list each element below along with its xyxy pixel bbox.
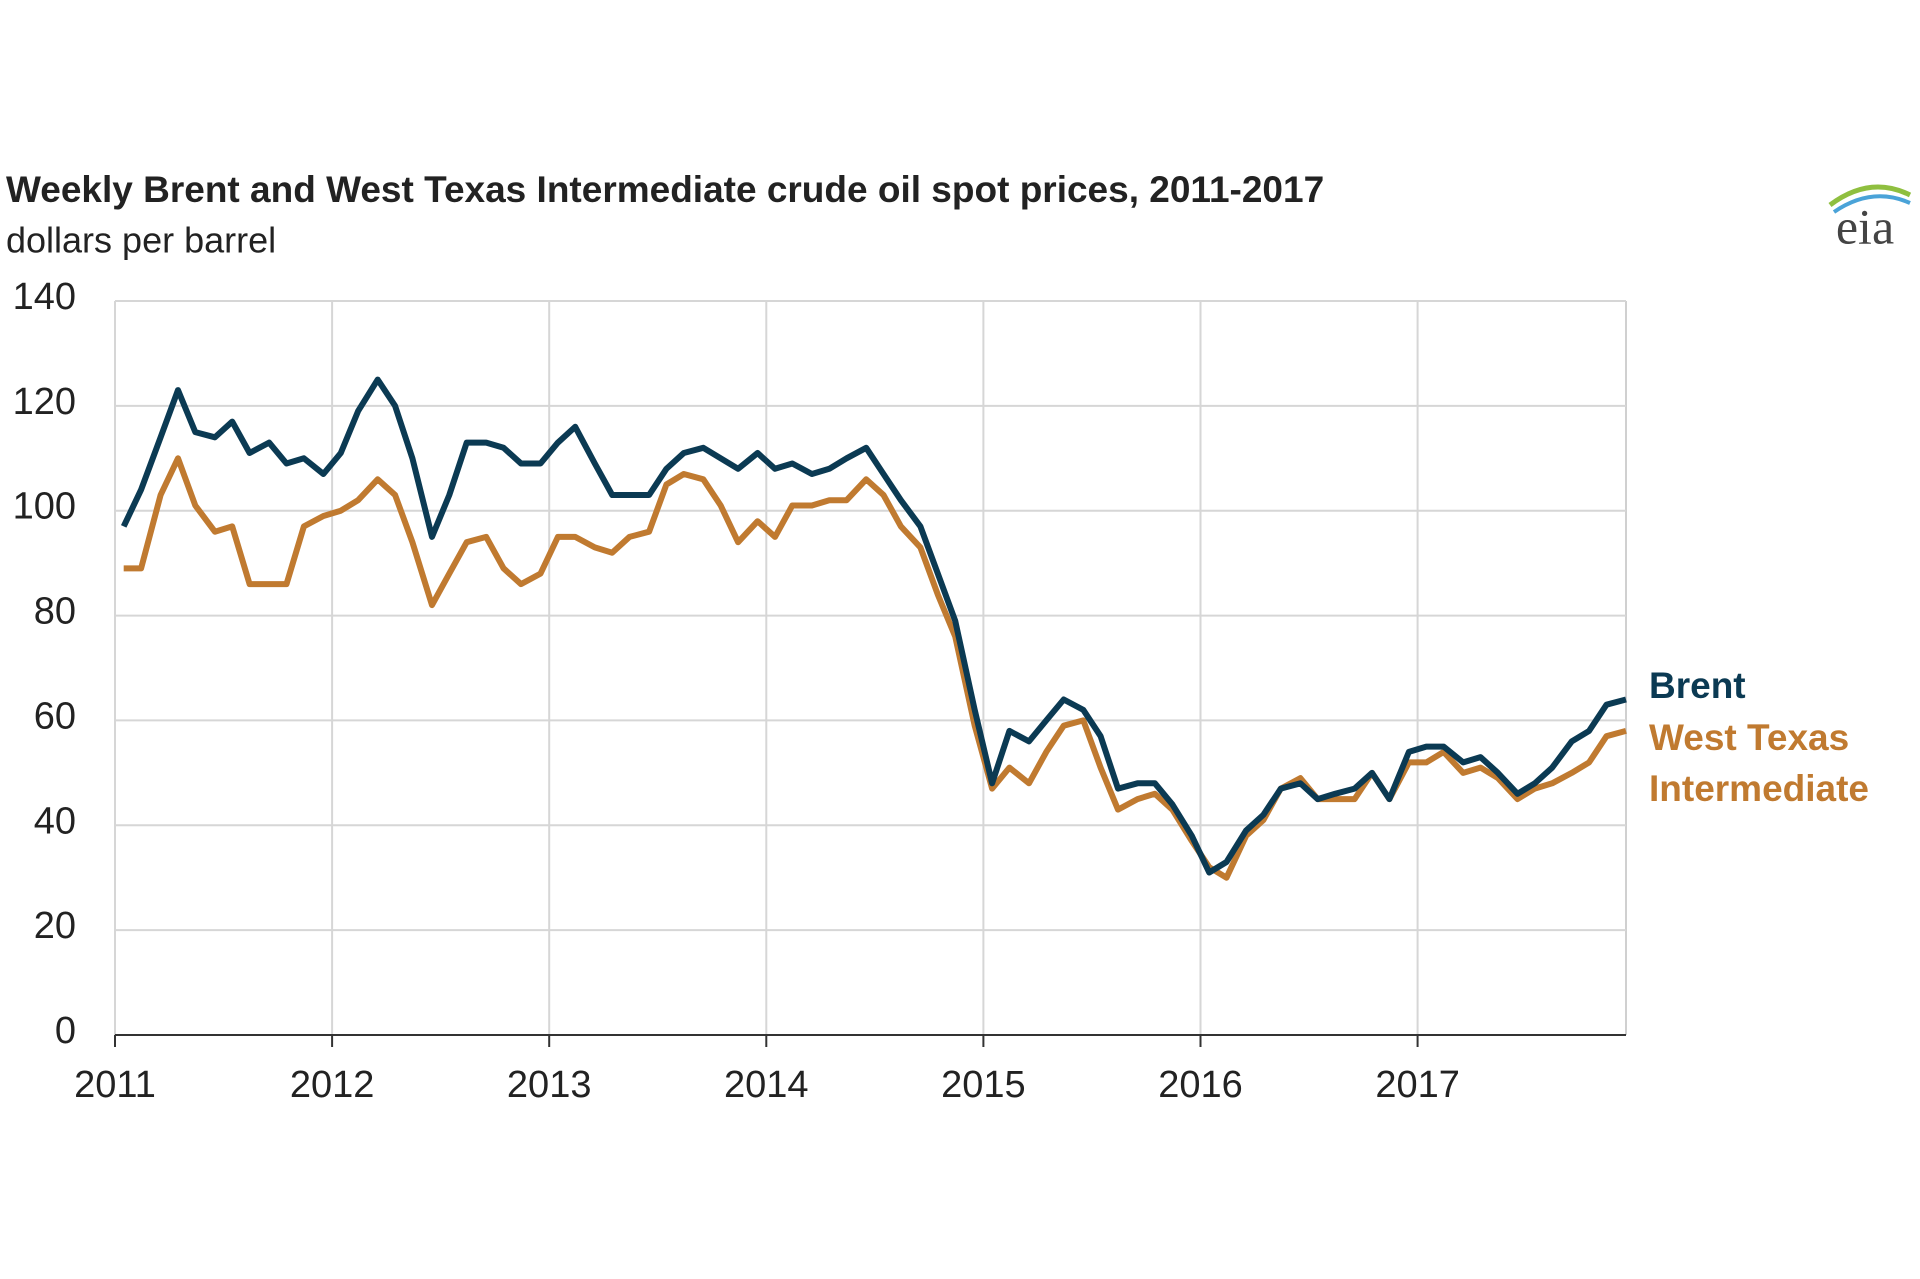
- logo-arc: [1828, 184, 1912, 208]
- y-tick-label: 120: [13, 381, 76, 423]
- x-tick-label: 2013: [507, 1064, 592, 1106]
- x-tick-label: 2014: [724, 1064, 809, 1106]
- x-tick-label: 2011: [74, 1064, 156, 1106]
- y-tick-label: 0: [55, 1010, 76, 1052]
- x-tick-label: 2017: [1375, 1064, 1460, 1106]
- x-tick-label: 2015: [941, 1064, 1026, 1106]
- logo: eia: [1836, 198, 1894, 254]
- y-tick-label: 80: [34, 591, 76, 633]
- y-tick-label: 20: [34, 905, 76, 947]
- x-tick-label: 2012: [290, 1064, 375, 1106]
- series-line: [120, 376, 1627, 876]
- legend-entry: West Texas Intermediate: [1649, 717, 1870, 809]
- legend-entry: Brent: [1649, 665, 1746, 706]
- y-tick-label: 60: [34, 695, 76, 737]
- y-tick-label: 100: [13, 486, 76, 528]
- y-tick-label: 40: [34, 800, 76, 842]
- series-line: [123, 455, 1627, 881]
- y-tick-label: 140: [13, 276, 76, 318]
- logo-arc: [1832, 194, 1911, 214]
- chart-title: Weekly Brent and West Texas Intermediate…: [6, 169, 1324, 210]
- x-tick-label: 2016: [1158, 1064, 1243, 1106]
- chart-subtitle: dollars per barrel: [6, 220, 276, 261]
